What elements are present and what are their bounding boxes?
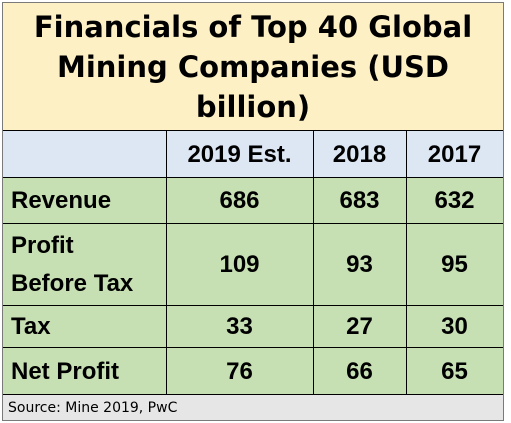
grid-line-vertical [166, 131, 167, 395]
table-cell-value: 27 [346, 313, 373, 340]
row-label-line: Tax [11, 313, 51, 340]
table-cell-value: 93 [346, 251, 373, 278]
grid-line-vertical [313, 131, 314, 395]
column-header-2: 2018 [332, 140, 387, 168]
header-row-background [3, 131, 503, 178]
grid-line-horizontal [3, 394, 503, 395]
table-cell-value: 76 [226, 357, 253, 385]
table-cell-value: 686 [219, 187, 260, 214]
grid-line-horizontal [3, 177, 503, 178]
title-line-1: Financials of Top 40 Global [33, 10, 473, 44]
column-header-3: 2017 [427, 140, 482, 168]
data-rows-background [3, 178, 503, 395]
grid-line-vertical [406, 131, 407, 395]
row-label: Revenue [3, 178, 166, 224]
table-cell-value: 30 [441, 313, 468, 340]
table-cell-value: 632 [434, 187, 475, 214]
table-cell-value: 66 [346, 357, 373, 385]
table-cell-value: 33 [226, 313, 253, 340]
grid-line-horizontal [3, 305, 503, 306]
row-label-line: Before Tax [11, 270, 134, 297]
row-label: Tax [3, 306, 166, 348]
grid-line-horizontal [3, 130, 503, 131]
financials-table: Financials of Top 40 Global Mining Compa… [2, 2, 504, 421]
title-line-2: Mining Companies (USD [56, 50, 449, 84]
row-label: Profit Before Tax [3, 224, 166, 306]
row-label-line: Profit [11, 232, 74, 259]
table-title: Financials of Top 40 Global Mining Compa… [3, 3, 503, 131]
grid-line-horizontal [3, 347, 503, 348]
source-row-background [3, 395, 503, 420]
title-line-3: billion) [195, 90, 311, 124]
table-cell-value: 683 [339, 187, 380, 214]
table-cell-value: 109 [219, 251, 260, 278]
grid-line-horizontal [3, 223, 503, 224]
column-header-1: 2019 Est. [187, 140, 292, 168]
table-cell-value: 95 [441, 251, 468, 278]
row-label-line: Net Profit [11, 357, 119, 385]
table-cell-value: 65 [441, 357, 468, 385]
source-note: Source: Mine 2019, PwC [8, 399, 178, 416]
row-label: Net Profit [3, 348, 166, 395]
row-label-line: Revenue [11, 187, 112, 214]
